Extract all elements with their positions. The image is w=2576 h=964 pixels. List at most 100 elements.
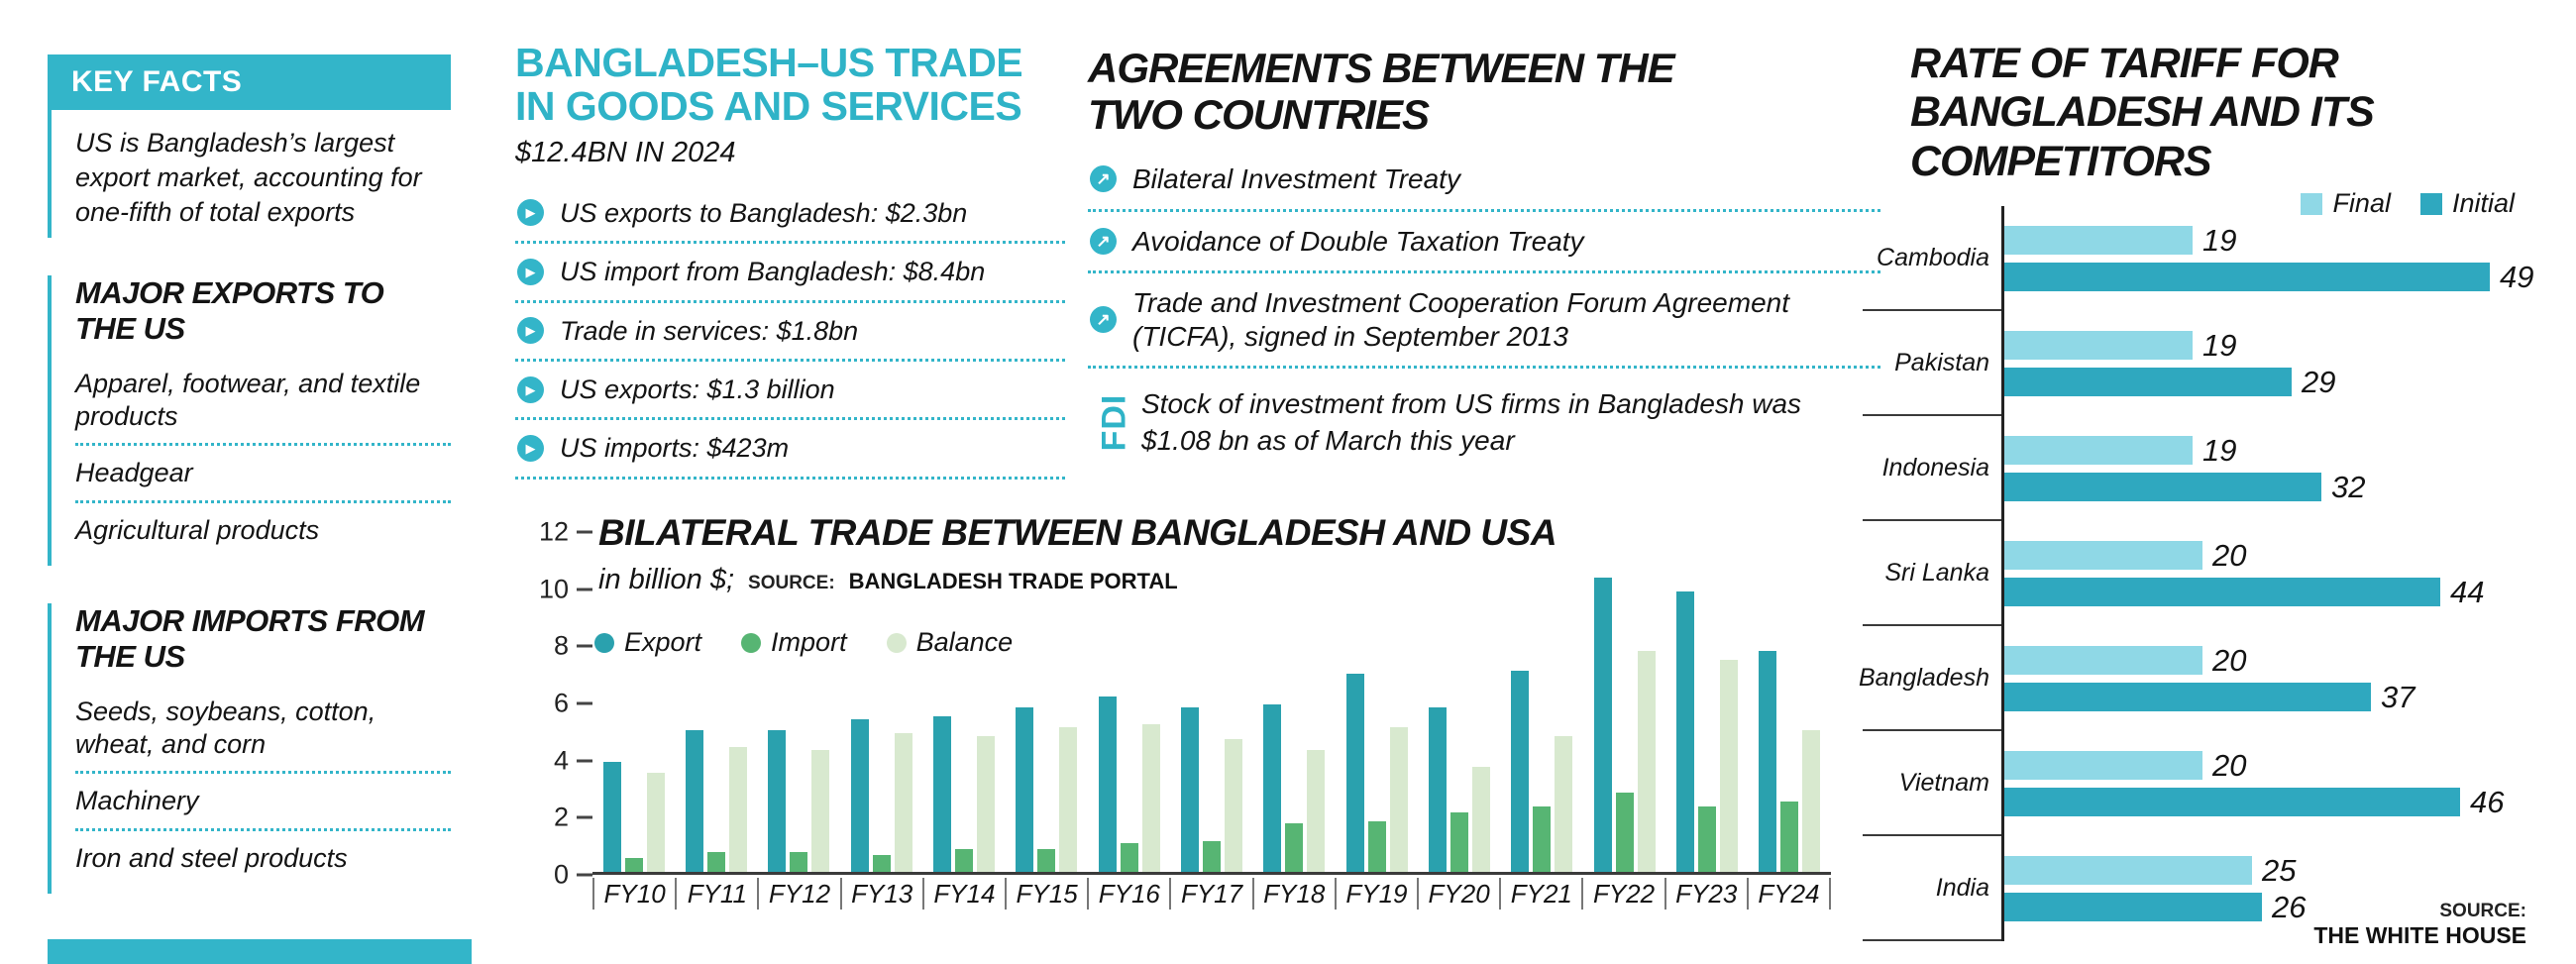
bar-initial-cambodia [2004,263,2490,291]
trade-chart-xaxis: FY10 FY11 FY12 FY13 FY14 FY15 FY16 FY17 FY18 FY19… [592,878,1832,910]
units-label: in billion $; [598,564,735,595]
import-item: Iron and steel products [75,828,451,886]
trade-chart-subtitle: in billion $; SOURCE: BANGLADESH TRADE P… [598,564,1556,596]
bar-balance-fy16 [1141,724,1160,872]
export-item: Agricultural products [75,500,451,558]
goods-services-subtitle: $12.4BN IN 2024 [515,136,736,168]
tariff-bar-line: 49 [2004,260,2533,294]
legend-label: Final [2332,188,2391,218]
bar-group-fy21 [1501,532,1583,872]
bar-group-fy12 [758,532,840,872]
bar-initial-india [2004,893,2262,921]
list-item: ▶ US exports: $1.3 billion [515,362,1065,421]
legend-item-import: Import [741,627,847,658]
list-item: ▶ Trade in services: $1.8bn [515,303,1065,362]
bar-export-fy18 [1263,704,1282,872]
arrow-up-right-icon: ↗ [1090,306,1117,334]
legend-label: Initial [2451,188,2515,218]
value-label: 26 [2272,889,2307,924]
tariff-bars-bangladesh: 20 37 [2001,626,2539,731]
bar-balance-fy11 [728,747,747,872]
bar-group-fy11 [675,532,757,872]
bar-group-fy17 [1170,532,1252,872]
tariff-bars-vietnam: 20 46 [2001,731,2539,836]
bar-import-fy18 [1285,823,1304,872]
bar-group-fy20 [1418,532,1500,872]
bar-export-fy24 [1759,651,1777,872]
key-facts-section: KEY FACTS US is Bangladesh’s largest exp… [48,54,451,239]
trade-chart-legend: Export Import Balance [594,627,1013,658]
tariff-bar-line: 20 [2004,643,2500,678]
bar-export-fy22 [1593,577,1612,872]
export-item: Headgear [75,443,451,500]
x-label-fy18: FY18 [1251,878,1335,910]
agreements-panel: AGREEMENTS BETWEEN THE TWO COUNTRIES ↗ B… [1088,45,1880,459]
tariff-bars-india: 25 26 [2001,836,2539,941]
bar-import-fy13 [872,854,891,872]
bar-balance-fy23 [1719,659,1738,872]
arrow-up-right-icon: ↗ [1090,227,1117,255]
bar-export-fy14 [932,715,951,872]
bar-final-sri-lanka [2004,541,2202,570]
legend-swatch [2301,192,2323,215]
y-tick-2: 2 [554,803,592,833]
legend-swatch [594,632,614,653]
bar-import-fy11 [706,852,725,872]
y-tick-mark [577,588,592,591]
arrow-right-icon: ▶ [517,199,544,227]
tariff-row-indonesia: Indonesia 19 32 [1863,416,2556,521]
legend-swatch [741,632,762,653]
tariff-row-pakistan: Pakistan 19 29 [1863,311,2556,416]
country-label: Pakistan [1863,311,2001,416]
bar-balance-fy13 [894,732,912,872]
bar-balance-fy10 [646,772,665,872]
list-item-text: US imports: $423m [560,433,790,464]
bar-export-fy17 [1180,707,1199,872]
tariff-bar-line: 44 [2004,575,2500,609]
bar-group-fy13 [840,532,922,872]
bar-export-fy13 [850,718,869,872]
country-label: Sri Lanka [1863,521,2001,626]
y-tick-mark [577,759,592,763]
bar-import-fy19 [1367,820,1386,872]
x-label-fy23: FY23 [1664,878,1747,910]
tariff-row-vietnam: Vietnam 20 46 [1863,731,2556,836]
tariff-bar-line: 46 [2004,785,2504,819]
x-label-fy17: FY17 [1169,878,1251,910]
y-tick-mark [577,701,592,705]
agreement-item: ↗ Avoidance of Double Taxation Treaty [1088,212,1880,274]
value-label: 46 [2470,784,2505,819]
y-tick-label: 0 [553,859,569,890]
bar-group-fy14 [922,532,1005,872]
y-tick-mark [577,644,592,648]
fdi-label: FDI [1095,393,1133,452]
bar-import-fy23 [1697,806,1716,872]
bar-balance-fy19 [1389,727,1408,872]
bar-final-cambodia [2004,226,2193,255]
x-label-fy11: FY11 [675,878,757,910]
tariff-bars-cambodia: 19 49 [2001,206,2539,311]
goods-services-panel: BANGLADESH–US TRADE IN GOODS AND SERVICE… [515,41,1065,480]
tariff-row-india: India 25 26 [1863,836,2556,941]
x-label-fy15: FY15 [1005,878,1087,910]
y-tick-label: 12 [538,516,569,547]
agreement-item: ↗ Trade and Investment Cooperation Forum… [1088,273,1880,370]
fdi-label-box: FDI [1088,394,1141,452]
y-tick-mark [577,530,592,534]
import-item: Machinery [75,771,451,828]
bar-initial-vietnam [2004,788,2460,816]
trade-chart-yaxis: 0 2 4 6 8 10 12 [515,517,592,890]
bar-balance-fy21 [1555,735,1573,872]
bar-initial-indonesia [2004,473,2321,501]
x-label-fy13: FY13 [839,878,922,910]
list-item: ▶ US exports to Bangladesh: $2.3bn [515,185,1065,245]
y-tick-mark [577,815,592,819]
tariff-legend: Final Initial [2301,188,2515,219]
import-item: Seeds, soybeans, cotton, wheat, and corn [75,696,376,759]
tariff-bar-line: 25 [2004,853,2500,888]
y-tick-0: 0 [554,860,592,891]
x-label-fy12: FY12 [757,878,839,910]
x-label-fy21: FY21 [1499,878,1581,910]
x-label-fy19: FY19 [1334,878,1417,910]
